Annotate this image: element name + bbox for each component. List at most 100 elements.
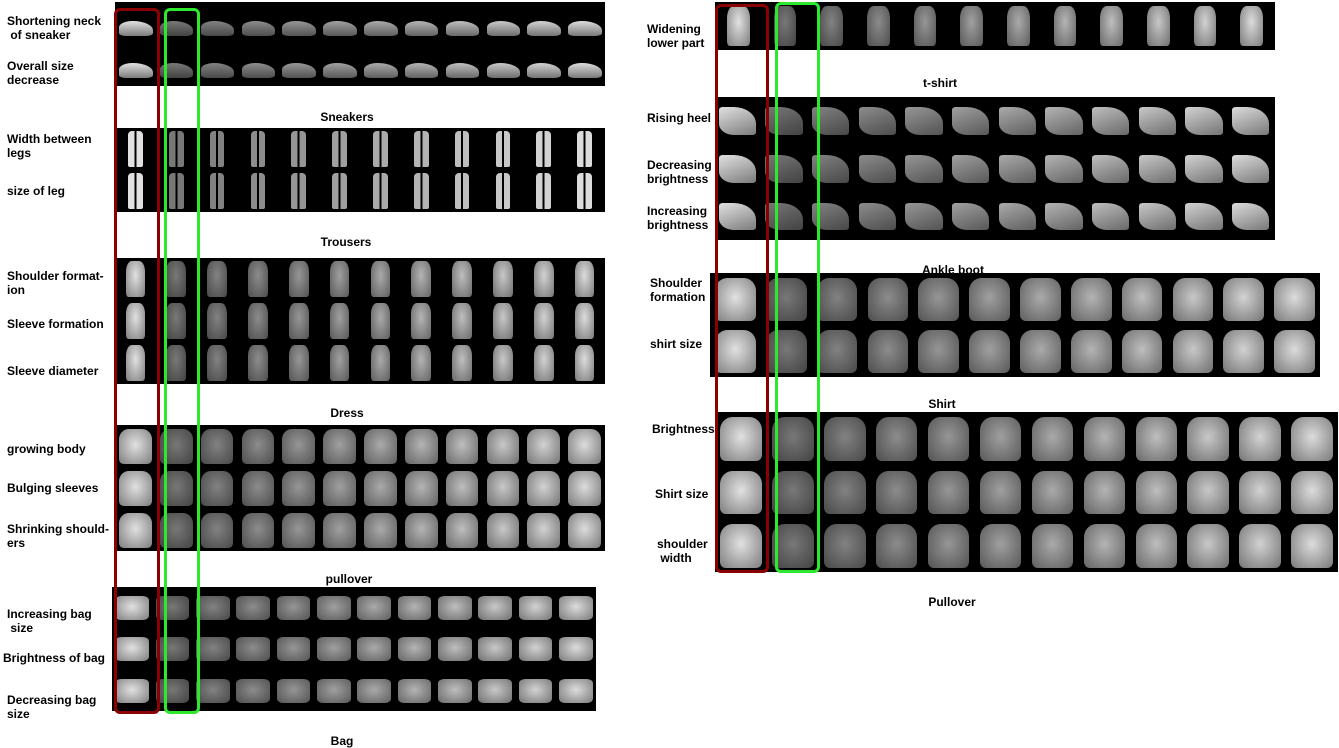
traversal-row	[715, 465, 1338, 518]
generated-sample-image	[523, 300, 564, 342]
generated-sample-image	[401, 467, 442, 509]
generated-sample-image	[1168, 273, 1219, 325]
generated-sample-image	[863, 273, 914, 325]
garment-shape	[1020, 278, 1061, 321]
garment-shape	[568, 20, 602, 37]
generated-sample-image	[197, 128, 238, 170]
generated-sample-image	[995, 2, 1042, 50]
garment-shape	[241, 471, 275, 506]
generated-sample-image	[1234, 412, 1286, 465]
garment-shape	[812, 202, 850, 231]
garment-shape	[715, 330, 756, 373]
generated-sample-image	[156, 342, 197, 384]
garment-shape	[478, 678, 513, 703]
generated-sample-image	[238, 258, 279, 300]
garment-shape	[1083, 417, 1126, 462]
generated-sample-image	[156, 300, 197, 342]
garment-shape	[241, 20, 276, 37]
generated-sample-image	[197, 44, 238, 86]
garment-shape	[454, 131, 470, 168]
row-label: Increasing brightness	[647, 204, 709, 232]
garment-shape	[437, 637, 472, 662]
generated-sample-image	[156, 2, 197, 44]
generated-sample-image	[767, 465, 819, 518]
generated-sample-image	[233, 587, 273, 628]
garment-shape	[323, 471, 356, 506]
generated-sample-image	[515, 587, 555, 628]
generated-sample-image	[483, 509, 524, 551]
garment-shape	[1239, 470, 1281, 515]
generated-sample-image	[1015, 325, 1066, 377]
generated-sample-image	[197, 509, 238, 551]
garment-shape	[1232, 107, 1270, 136]
traversal-row	[715, 2, 1275, 50]
generated-sample-image	[710, 325, 761, 377]
garment-shape	[527, 429, 561, 464]
garment-shape	[397, 678, 432, 703]
generated-sample-image	[273, 628, 313, 669]
garment-shape	[241, 62, 276, 79]
generated-sample-image	[556, 587, 596, 628]
garment-shape	[454, 173, 470, 210]
traversal-row	[115, 509, 605, 551]
generated-sample-image	[564, 2, 605, 44]
garment-shape	[1291, 470, 1333, 515]
generated-sample-image	[401, 300, 442, 342]
generated-sample-image	[564, 425, 605, 467]
row-label: Shoulder format- ion	[7, 269, 104, 297]
generated-sample-image	[1228, 2, 1275, 50]
traversal-strip	[715, 97, 1275, 240]
generated-sample-image	[964, 273, 1015, 325]
garment-shape	[159, 429, 193, 464]
row-label: growing body	[7, 442, 86, 456]
garment-shape	[445, 20, 480, 37]
garment-shape	[329, 261, 350, 297]
garment-shape	[772, 417, 814, 462]
row-label: shoulder width	[657, 537, 708, 565]
generated-sample-image	[193, 587, 233, 628]
garment-shape	[291, 173, 307, 210]
generated-sample-image	[1269, 325, 1320, 377]
row-label: Rising heel	[647, 111, 712, 125]
garment-shape	[1031, 470, 1074, 515]
garment-shape	[1185, 155, 1223, 183]
generated-sample-image	[360, 2, 401, 44]
garment-shape	[276, 596, 311, 621]
generated-sample-image	[1234, 519, 1286, 572]
generated-sample-image	[442, 44, 483, 86]
generated-sample-image	[442, 258, 483, 300]
garment-shape	[404, 429, 438, 464]
generated-sample-image	[233, 670, 273, 711]
generated-sample-image	[1182, 465, 1234, 518]
garment-shape	[1240, 5, 1263, 47]
generated-sample-image	[855, 97, 902, 145]
garment-shape	[397, 637, 432, 662]
garment-shape	[1083, 470, 1126, 515]
garment-shape	[288, 345, 309, 381]
generated-sample-image	[273, 587, 313, 628]
garment-shape	[207, 261, 227, 297]
row-label: Shortening neck of sneaker	[7, 14, 102, 42]
garment-shape	[373, 173, 388, 210]
generated-sample-image	[1228, 97, 1275, 145]
generated-sample-image	[442, 300, 483, 342]
generated-sample-image	[197, 425, 238, 467]
garment-shape	[486, 513, 520, 548]
generated-sample-image	[152, 670, 192, 711]
garment-shape	[1187, 417, 1229, 462]
generated-sample-image	[995, 192, 1042, 240]
garment-shape	[765, 202, 803, 231]
traversal-row	[115, 44, 605, 86]
garment-shape	[858, 107, 897, 136]
garment-shape	[998, 107, 1037, 136]
generated-sample-image	[112, 628, 152, 669]
garment-shape	[364, 62, 398, 79]
generated-sample-image	[354, 670, 394, 711]
generated-sample-image	[715, 192, 762, 240]
traversal-strip	[715, 412, 1338, 572]
row-label: Width between legs	[7, 132, 92, 160]
generated-sample-image	[354, 587, 394, 628]
generated-sample-image	[523, 342, 564, 384]
garment-shape	[478, 596, 513, 621]
generated-sample-image	[152, 628, 192, 669]
